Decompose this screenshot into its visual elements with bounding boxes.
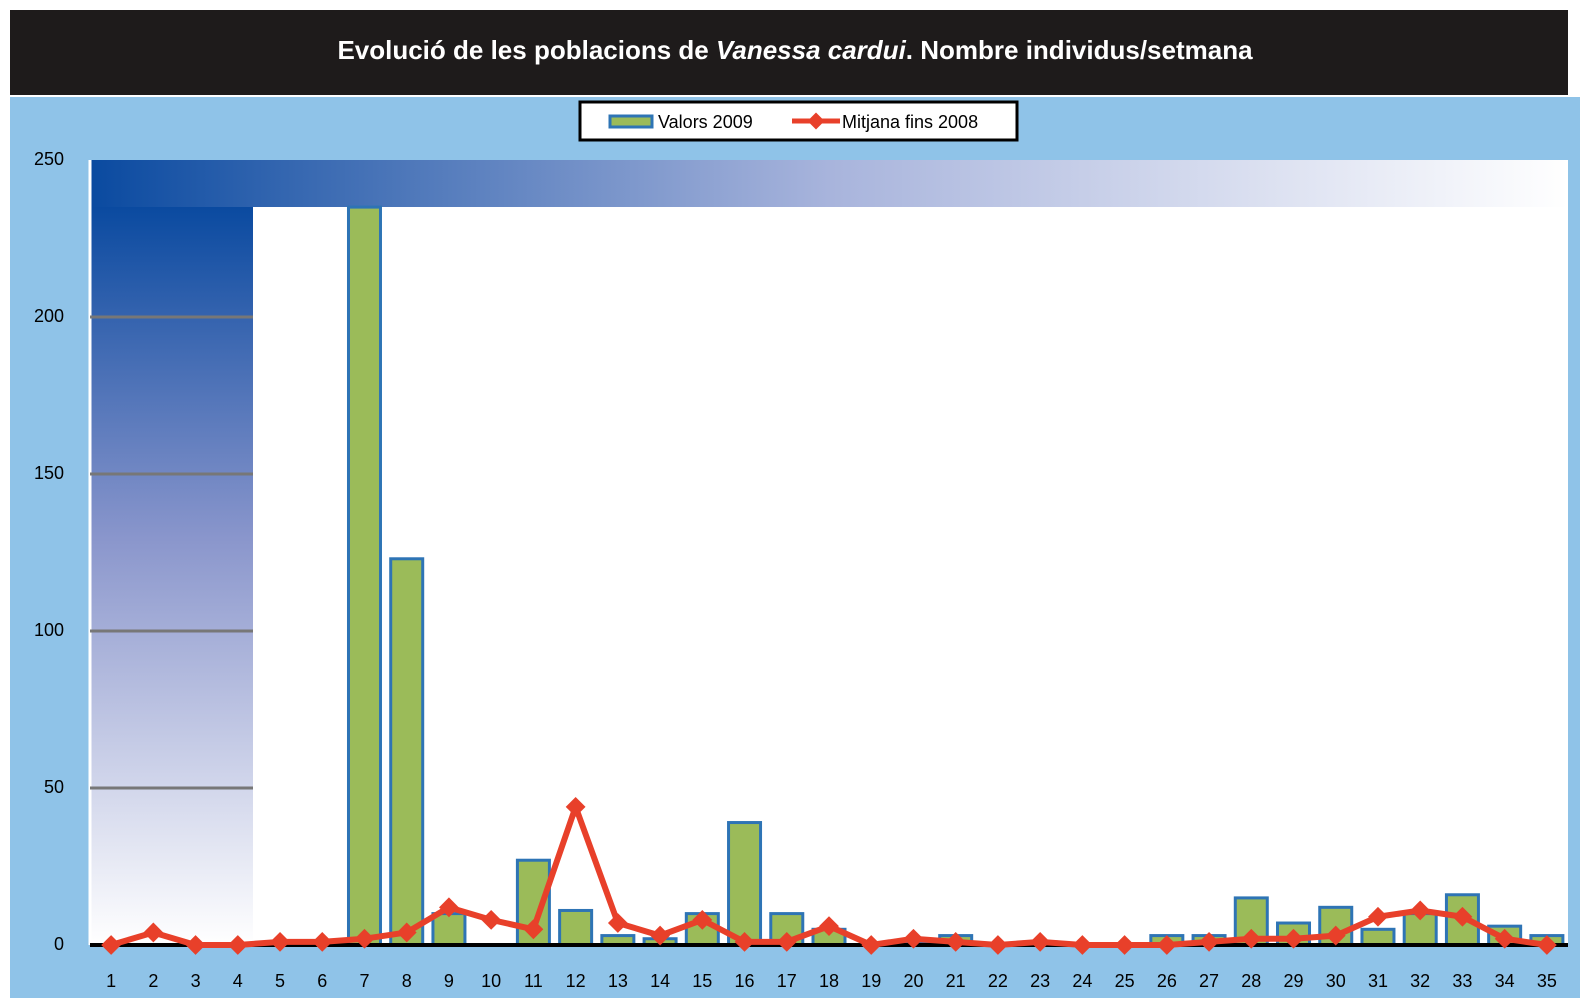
x-tick-label: 12 <box>566 971 586 991</box>
line-marker <box>734 931 755 952</box>
line-marker <box>1114 935 1135 955</box>
x-tick-label: 32 <box>1410 971 1430 991</box>
x-tick-label: 25 <box>1115 971 1135 991</box>
x-tick-label: 27 <box>1199 971 1219 991</box>
line-marker <box>1156 935 1177 955</box>
x-tick-label: 20 <box>903 971 923 991</box>
line-marker <box>861 935 882 955</box>
y-tick-label: 50 <box>44 777 64 797</box>
x-tick-label: 33 <box>1452 971 1472 991</box>
bar <box>1360 927 1396 947</box>
x-tick-label: 21 <box>946 971 966 991</box>
title-bar <box>10 10 1568 95</box>
x-tick-label: 2 <box>148 971 158 991</box>
x-tick-label: 1 <box>106 971 116 991</box>
line-marker <box>481 909 502 930</box>
x-tick-label: 16 <box>735 971 755 991</box>
line-marker <box>607 913 628 933</box>
line-marker <box>1536 935 1557 955</box>
x-tick-label: 28 <box>1241 971 1261 991</box>
line-marker <box>1494 928 1515 949</box>
x-tick-label: 17 <box>777 971 797 991</box>
bar <box>346 205 382 947</box>
legend-marker <box>807 112 825 130</box>
x-tick-label: 19 <box>861 971 881 991</box>
line-marker <box>988 935 1008 955</box>
line-marker <box>1199 931 1219 952</box>
legend-label: Mitjana fins 2008 <box>842 112 978 132</box>
x-tick-label: 22 <box>988 971 1008 991</box>
x-tick-label: 29 <box>1283 971 1303 991</box>
x-tick-label: 35 <box>1537 971 1557 991</box>
x-tick-label: 8 <box>402 971 412 991</box>
y-tick-label: 250 <box>34 149 64 169</box>
legend-label: Valors 2009 <box>658 112 753 132</box>
line-marker <box>1410 900 1431 921</box>
x-tick-label: 31 <box>1368 971 1388 991</box>
bar <box>389 557 425 947</box>
x-tick-label: 23 <box>1030 971 1050 991</box>
legend-swatch <box>608 114 654 129</box>
x-tick-label: 9 <box>444 971 454 991</box>
x-tick-label: 14 <box>650 971 670 991</box>
x-tick-label: 11 <box>524 971 543 991</box>
x-tick-label: 5 <box>275 971 285 991</box>
x-tick-label: 4 <box>233 971 243 991</box>
x-tick-label: 30 <box>1326 971 1346 991</box>
plot-area <box>253 207 1568 945</box>
line-marker <box>819 916 839 937</box>
line-marker <box>1368 906 1388 927</box>
bar <box>558 908 594 947</box>
x-tick-label: 6 <box>317 971 327 991</box>
line-marker <box>354 928 375 949</box>
y-tick-label: 0 <box>54 934 64 954</box>
line-marker <box>439 897 459 918</box>
line-marker <box>523 919 544 940</box>
line-marker <box>945 931 966 952</box>
x-tick-label: 7 <box>359 971 369 991</box>
x-tick-label: 34 <box>1495 971 1515 991</box>
x-tick-label: 10 <box>481 971 501 991</box>
line-marker <box>1283 928 1304 949</box>
title-part: . Nombre individus/setmana <box>906 35 1253 65</box>
y-tick-label: 100 <box>34 620 64 640</box>
title-part: Evolució de les poblacions de <box>337 35 716 65</box>
line-marker <box>1030 931 1051 952</box>
x-tick-label: 18 <box>819 971 839 991</box>
chart-title: Evolució de les poblacions de Vanessa ca… <box>337 35 1253 65</box>
y-tick-label: 200 <box>34 306 64 326</box>
plot-side <box>90 207 253 945</box>
x-tick-label: 24 <box>1072 971 1092 991</box>
x-tick-label: 3 <box>191 971 201 991</box>
line-marker <box>776 931 797 952</box>
line-marker <box>1241 928 1262 949</box>
bar <box>431 912 467 947</box>
line-marker <box>312 931 333 952</box>
line-marker <box>565 796 586 817</box>
line-marker <box>1325 925 1346 946</box>
x-tick-label: 15 <box>692 971 712 991</box>
line-marker <box>692 909 713 930</box>
line-marker <box>1072 935 1093 955</box>
bar <box>727 821 763 947</box>
line-marker <box>650 925 670 946</box>
x-tick-label: 26 <box>1157 971 1177 991</box>
x-tick-label: 13 <box>608 971 628 991</box>
line-marker <box>396 922 417 943</box>
line-marker <box>1452 906 1473 927</box>
title-part: Vanessa cardui <box>716 35 907 65</box>
y-tick-label: 150 <box>34 463 64 483</box>
line-marker <box>903 928 924 949</box>
line-marker <box>270 931 290 952</box>
